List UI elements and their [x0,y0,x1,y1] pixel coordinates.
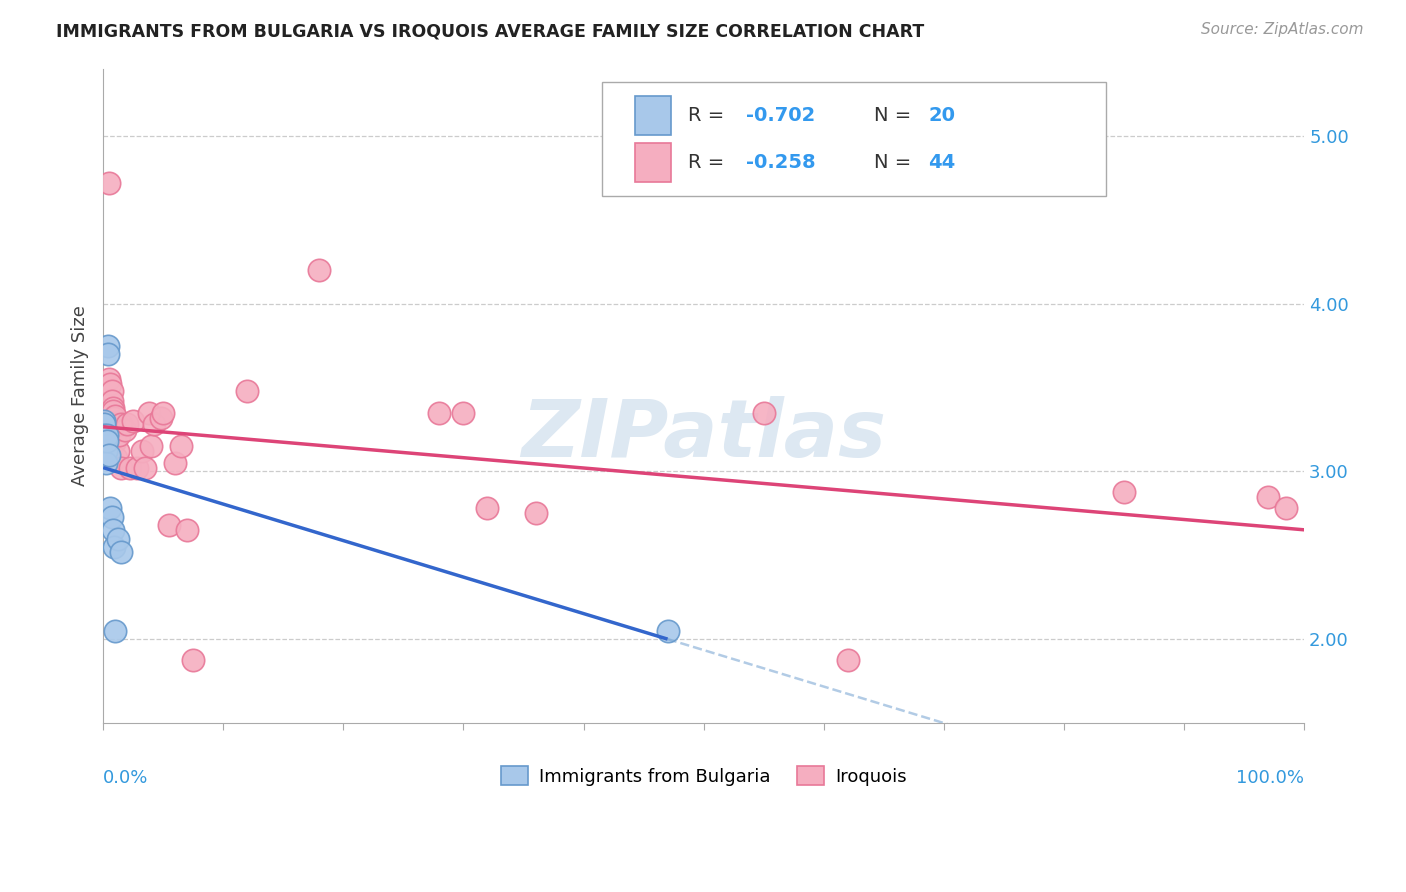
Text: ZIPatlas: ZIPatlas [522,396,886,475]
Point [110,545,132,559]
Y-axis label: Average Family Size: Average Family Size [72,305,89,486]
Point [141,439,163,453]
Point [122,414,145,428]
Point [142,417,165,432]
Point [752,406,775,420]
Point [115,417,138,432]
Point [107,427,129,442]
Text: R =: R = [688,106,731,125]
Point [429,406,451,420]
Point [100,509,122,524]
Point [152,406,174,420]
Point [100,384,122,398]
Point [524,507,547,521]
Text: 20: 20 [928,106,955,125]
Text: 44: 44 [928,153,956,172]
Point [98,377,121,392]
Text: -0.258: -0.258 [745,153,815,172]
Point [96,434,118,449]
Point [118,461,141,475]
Text: 0.0%: 0.0% [103,769,149,787]
Point [110,461,132,475]
Point [98,501,121,516]
Point [107,444,129,458]
Point [104,409,127,423]
Point [93,417,115,432]
Point [105,451,128,466]
Legend: Immigrants from Bulgaria, Iroquois: Immigrants from Bulgaria, Iroquois [494,758,914,793]
Point [134,461,156,475]
Point [125,461,148,475]
Point [453,406,475,420]
Point [477,501,499,516]
Point [837,652,859,666]
Point [308,263,330,277]
Point [98,372,121,386]
FancyBboxPatch shape [602,81,1107,196]
Point [96,427,118,442]
Point [98,448,121,462]
Point [131,444,153,458]
Point [101,523,124,537]
Point [104,434,127,449]
Point [103,410,125,425]
Point [149,410,172,425]
FancyBboxPatch shape [636,143,671,182]
Point [657,624,679,638]
Point [94,444,117,458]
Point [157,518,180,533]
Point [94,456,117,470]
Point [114,423,136,437]
Point [103,417,125,432]
Point [94,431,117,445]
Point [107,532,129,546]
Text: N =: N = [875,153,918,172]
Point [103,540,125,554]
Point [97,338,120,352]
Point [176,523,198,537]
Point [138,406,160,420]
Point [101,401,124,415]
FancyBboxPatch shape [636,96,671,136]
Text: IMMIGRANTS FROM BULGARIA VS IROQUOIS AVERAGE FAMILY SIZE CORRELATION CHART: IMMIGRANTS FROM BULGARIA VS IROQUOIS AVE… [56,22,925,40]
Point [94,434,117,449]
Point [236,384,259,398]
Point [181,652,204,666]
Text: 100.0%: 100.0% [1236,769,1305,787]
Point [1275,501,1298,516]
Point [110,417,132,432]
Point [165,456,187,470]
Point [170,439,193,453]
Point [101,404,124,418]
Point [97,347,120,361]
Text: R =: R = [688,153,731,172]
Text: N =: N = [875,106,918,125]
Point [104,624,127,638]
Point [98,176,121,190]
Point [93,414,115,428]
Text: Source: ZipAtlas.com: Source: ZipAtlas.com [1201,22,1364,37]
Text: -0.702: -0.702 [745,106,815,125]
Point [1112,484,1135,499]
Point [93,427,115,442]
Point [1257,490,1279,504]
Point [100,394,122,409]
